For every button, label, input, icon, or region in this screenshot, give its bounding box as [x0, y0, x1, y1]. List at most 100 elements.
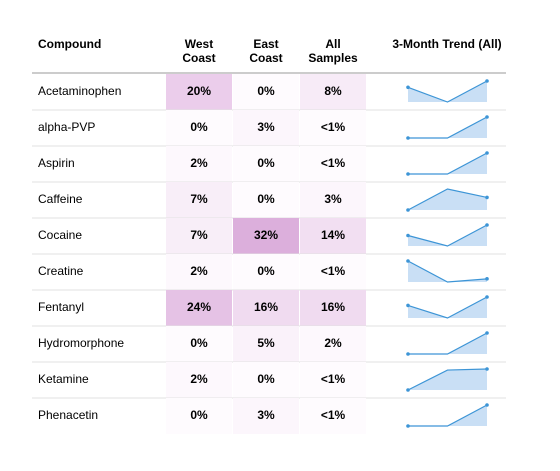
- heat-cell: [300, 254, 366, 290]
- heat-cell: [166, 74, 232, 110]
- compound-name: Aspirin: [38, 156, 75, 170]
- heat-cell: [300, 218, 366, 254]
- trend-dot: [406, 85, 410, 90]
- column-header: All: [325, 37, 340, 51]
- column-header: East: [253, 37, 278, 51]
- heat-cell: [166, 110, 232, 146]
- trend-area: [408, 225, 487, 246]
- cell-value: 24%: [187, 300, 211, 314]
- trend-dot: [485, 79, 489, 83]
- heat-cell: [233, 362, 299, 398]
- trend-dot: [485, 367, 489, 371]
- column-header: Coast: [249, 51, 282, 65]
- trend-dot: [485, 223, 489, 227]
- cell-value: 5%: [257, 336, 275, 350]
- trend-dot: [406, 208, 410, 212]
- compound-name: Phenacetin: [38, 408, 98, 422]
- heat-cell: [166, 290, 232, 326]
- compound-name: Acetaminophen: [38, 84, 121, 98]
- trend-dot: [485, 115, 489, 119]
- heat-cell: [233, 74, 299, 110]
- cell-value: 2%: [324, 336, 342, 350]
- cell-value: 8%: [324, 84, 342, 98]
- trend-line: [407, 296, 488, 319]
- cell-value: 3%: [257, 408, 275, 422]
- trend-dot: [406, 388, 410, 392]
- trend-area: [408, 369, 487, 390]
- cell-value: 0%: [190, 336, 208, 350]
- cell-value: 0%: [257, 84, 275, 98]
- trend-dot: [485, 277, 489, 281]
- heat-cell: [233, 146, 299, 182]
- cell-value: 16%: [254, 300, 278, 314]
- heat-cell: [166, 362, 232, 398]
- trend-dot: [485, 331, 489, 335]
- heat-cell: [300, 290, 366, 326]
- trend-dot: [485, 403, 489, 407]
- heat-cell: [233, 326, 299, 362]
- cell-value: <1%: [321, 264, 346, 278]
- cell-value: 3%: [324, 192, 342, 206]
- heat-cell: [300, 146, 366, 182]
- heat-cell: [300, 398, 366, 434]
- cell-value: 0%: [257, 264, 275, 278]
- cell-value: 7%: [190, 192, 208, 206]
- column-header: West: [185, 37, 213, 51]
- cell-value: <1%: [321, 408, 346, 422]
- heat-cell: [300, 326, 366, 362]
- trend-area: [408, 153, 487, 174]
- trend-dot: [406, 303, 410, 308]
- cell-value: 7%: [190, 228, 208, 242]
- compound-name: Ketamine: [38, 372, 89, 386]
- heat-cell: [233, 110, 299, 146]
- cell-value: 14%: [321, 228, 345, 242]
- compound-name: Cocaine: [38, 228, 82, 242]
- heat-cell: [300, 74, 366, 110]
- trend-area: [408, 297, 487, 318]
- trend-line: [408, 332, 488, 355]
- trend-dot: [406, 136, 410, 140]
- trend-dot: [485, 195, 489, 200]
- heat-cell: [166, 398, 232, 434]
- trend-line: [407, 260, 488, 283]
- trend-line: [407, 368, 488, 391]
- compound-name: Fentanyl: [38, 300, 84, 314]
- heat-cell: [233, 290, 299, 326]
- trend-dot: [406, 259, 410, 263]
- trend-area: [408, 81, 487, 102]
- cell-value: 0%: [257, 192, 275, 206]
- heat-cell: [166, 326, 232, 362]
- heat-cell: [300, 110, 366, 146]
- heat-cell: [300, 362, 366, 398]
- heat-cell: [166, 182, 232, 218]
- cell-value: 3%: [257, 120, 275, 134]
- column-header: Samples: [308, 51, 358, 65]
- trend-line: [408, 152, 488, 175]
- trend-area: [408, 405, 487, 426]
- heat-cell: [300, 182, 366, 218]
- trend-dot: [406, 352, 410, 356]
- cell-value: 32%: [254, 228, 278, 242]
- heat-cell: [233, 398, 299, 434]
- cell-value: 2%: [190, 372, 208, 386]
- compound-name: alpha-PVP: [38, 120, 95, 134]
- heat-cell: [233, 218, 299, 254]
- cell-value: <1%: [321, 156, 346, 170]
- cell-value: 2%: [190, 156, 208, 170]
- heat-cell: [233, 182, 299, 218]
- column-header: 3-Month Trend (All): [392, 37, 501, 51]
- heat-cell: [166, 254, 232, 290]
- trend-line: [407, 224, 488, 247]
- trend-area: [408, 117, 487, 138]
- trend-dot: [485, 151, 489, 155]
- cell-value: 0%: [257, 156, 275, 170]
- cell-value: 20%: [187, 84, 211, 98]
- cell-value: <1%: [321, 372, 346, 386]
- heat-cell: [166, 218, 232, 254]
- compound-name: Caffeine: [38, 192, 83, 206]
- cell-value: 0%: [190, 408, 208, 422]
- trend-area: [408, 261, 487, 282]
- column-header: Compound: [38, 37, 101, 51]
- compound-name: Hydromorphone: [38, 336, 124, 350]
